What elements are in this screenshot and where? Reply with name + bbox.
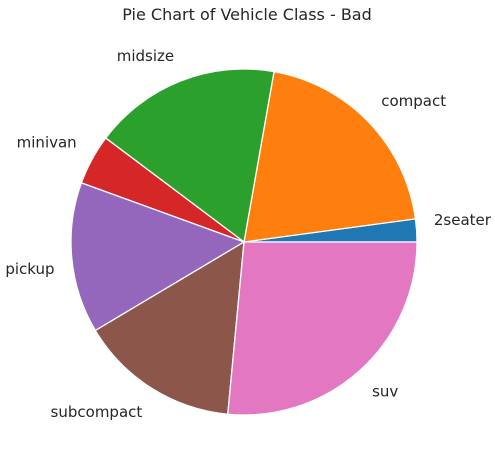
pie-label-suv: suv [372, 383, 398, 401]
pie-slice-subcompact [94, 241, 245, 415]
pie-slices [70, 68, 418, 416]
pie-label-subcompact: subcompact [51, 403, 143, 421]
pie-slice-midsize [105, 68, 275, 243]
pie-labels: 2seater compact midsize minivan pickup subcom… [5, 47, 491, 421]
chart-title: Pie Chart of Vehicle Class - Bad [122, 5, 372, 24]
pie-label-midsize: midsize [117, 47, 174, 65]
pie-slice-pickup [70, 182, 245, 332]
pie-label-minivan: minivan [17, 133, 77, 151]
pie-label-2seater: 2seater [434, 211, 492, 229]
pie-slice-compact [243, 70, 417, 243]
pie-label-compact: compact [381, 92, 446, 110]
pie-label-pickup: pickup [5, 260, 54, 278]
pie-slice-suv [227, 241, 418, 416]
